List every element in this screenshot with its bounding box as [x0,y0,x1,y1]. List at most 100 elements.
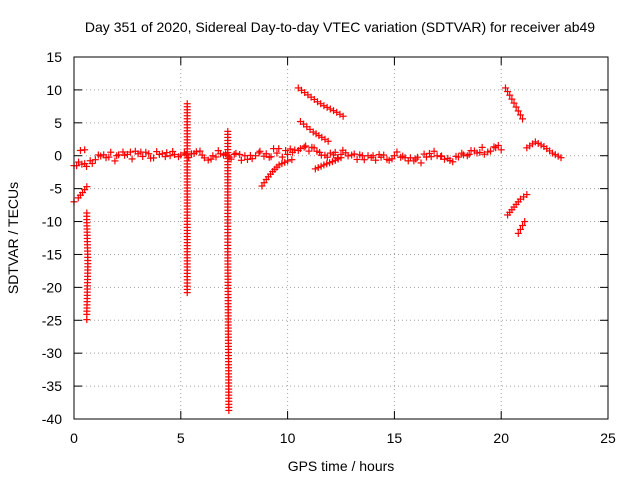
point-high-arc-10-12h [323,103,331,111]
point-main-band [119,148,127,156]
point-early-low-cluster [83,307,91,315]
point-high-arc-20-21h [504,88,512,96]
point-main-band [192,148,200,156]
point-main-band [420,150,428,158]
point-main-band [360,156,368,164]
point-main-band [100,151,108,159]
point-main-band [260,152,268,160]
axis-ticks [73,56,609,420]
y-tick-label: 10 [46,82,62,98]
point-main-band [430,147,438,155]
point-main-band [200,154,208,162]
point-low-arc-11-12h [326,159,334,167]
point-high-arc-10-12h [317,100,325,108]
point-main-band [153,148,161,156]
chart-title: Day 351 of 2020, Sidereal Day-to-day VTE… [85,19,595,35]
point-main-band [393,148,401,156]
point-mid-arc-10-12h [321,135,329,143]
point-main-band [296,145,304,153]
point-high-arc-20-21h [501,84,509,92]
point-high-arc-20-21h [514,107,522,115]
point-high-arc-10-12h [310,95,318,103]
point-main-band [139,152,147,160]
point-high-arc-10-12h [304,91,312,99]
point-high-arc-10-12h [297,86,305,94]
point-main-band [107,148,115,156]
y-tick-label: -20 [42,279,62,295]
point-main-band [410,157,418,165]
point-tail-21-23h [537,141,545,149]
y-tick-label: -35 [42,378,62,394]
point-high-arc-20-21h [519,115,527,123]
point-main-band [131,147,139,155]
point-main-band [128,155,136,163]
y-tick-label: -30 [42,345,62,361]
point-main-band [291,146,299,154]
point-high-arc-20-21h [508,95,516,103]
point-main-band [494,141,502,149]
point-main-band [331,148,339,156]
point-main-band [497,146,505,154]
point-main-band [255,149,263,157]
point-main-band [452,152,460,160]
point-isolated-5h [183,211,191,219]
point-mid-arc-10-12h [306,125,314,133]
point-start-descent [81,186,89,194]
x-tick-label: 15 [387,430,403,446]
point-high-arc-20-21h [506,91,514,99]
point-early-low-cluster [83,212,91,220]
point-low-arc-20-21h [506,208,514,216]
point-main-band [207,155,215,163]
point-main-band [313,147,321,155]
y-tick-label: -40 [42,411,62,427]
point-main-band [105,153,113,161]
point-main-band [212,153,220,161]
point-main-band [83,162,91,170]
point-main-band [484,148,492,156]
point-lowest-arc-20-21h [516,225,524,233]
point-main-band [196,147,204,155]
point-main-band [284,150,292,158]
point-main-band [425,149,433,157]
point-arc-8-9h [260,179,268,187]
point-main-band [300,143,308,151]
point-arc-8-9h [288,156,296,164]
point-main-band [126,148,134,156]
point-isolated-7h [224,245,232,253]
point-tail-21-23h [554,152,562,160]
point-main-band [282,147,290,155]
point-main-band [458,149,466,157]
point-isolated-5h [183,202,191,210]
y-tick-label: 15 [46,49,62,65]
point-main-band [273,149,281,157]
x-tick-label: 20 [493,430,509,446]
point-high-arc-10-12h [330,107,338,115]
point-main-band [256,147,264,155]
y-tick-label: -5 [50,181,63,197]
point-main-band [278,153,286,161]
point-main-band [388,155,396,163]
point-main-band [305,147,313,155]
point-main-band [460,151,468,159]
point-main-band [302,142,310,150]
point-mid-arc-10-12h [300,120,308,128]
y-tick-label: -15 [42,246,62,262]
point-mid-arc-10-12h [315,132,323,140]
point-main-band [174,153,182,161]
point-low-arc-20-21h [510,203,518,211]
point-main-band [267,153,275,161]
point-main-band [427,153,435,161]
y-axis-tick-labels: 15 10 5 0 -5 -10 -15 -20 -25 -30 -35 -40 [42,49,62,427]
point-lowest-arc-20-21h [514,229,522,237]
point-early-low-cluster [83,316,91,324]
y-tick-label: 5 [54,115,62,131]
point-high-arc-20-21h [510,99,518,107]
data-points [70,84,565,414]
point-main-band [115,151,123,159]
point-arc-8-9h [273,163,281,171]
point-main-band [414,153,422,161]
point-main-band [243,155,251,163]
point-high-arc-10-12h [336,110,344,118]
point-main-band [377,153,385,161]
